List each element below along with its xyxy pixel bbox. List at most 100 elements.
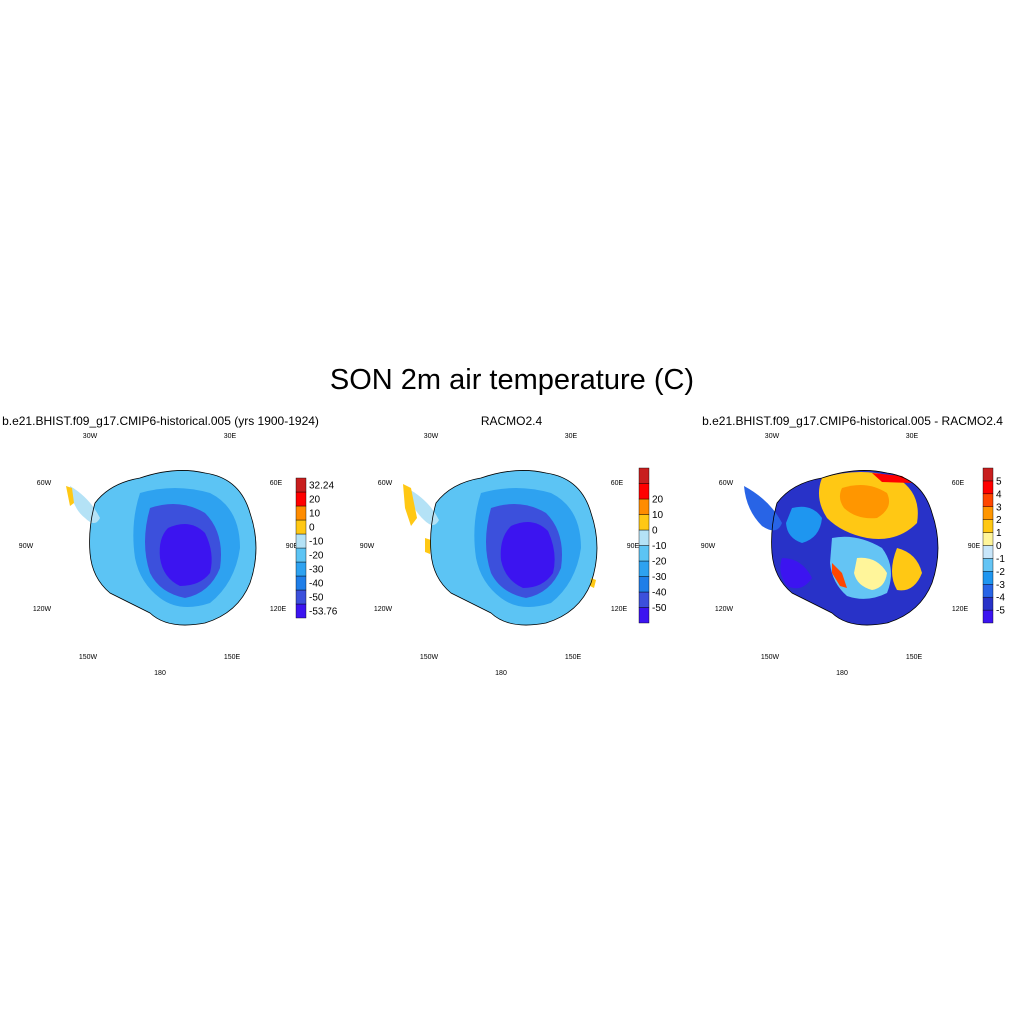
colorbar-label: -3 [996, 580, 1005, 591]
colorbar-label: 3 [996, 502, 1002, 513]
lon-label: 90W [360, 543, 375, 550]
colorbar-label: 0 [652, 526, 658, 537]
panel-reference: RACMO2.4 30W 30E 60W 60E 90W 90E 120W 12… [341, 408, 682, 698]
colorbar-label: 32.24 [309, 481, 334, 492]
lon-label: 60W [378, 480, 393, 487]
colorbar-swatch [982, 480, 994, 495]
colorbar-label: -40 [309, 579, 324, 590]
colorbar: -5 -4 -3 -2 -1 0 1 2 3 4 5 [982, 467, 1005, 624]
lon-label: 30E [906, 433, 919, 440]
colorbar-swatch [982, 545, 994, 559]
colorbar-swatch [982, 558, 994, 572]
colorbar-swatch [638, 560, 650, 577]
colorbar-label: -5 [996, 606, 1005, 617]
lon-label: 30W [83, 433, 98, 440]
colorbar-label: 4 [996, 489, 1002, 500]
colorbar-swatch [982, 493, 994, 507]
colorbar-swatch [982, 609, 994, 624]
colorbar-swatch [295, 547, 307, 563]
colorbar-label: -30 [309, 565, 324, 576]
colorbar-swatch [638, 467, 650, 484]
colorbar-label: -2 [996, 567, 1005, 578]
continent-fill [744, 470, 938, 626]
lon-label: 60W [719, 480, 734, 487]
colorbar-swatch [638, 591, 650, 608]
colorbar-swatch [295, 505, 307, 521]
lon-label: 120W [33, 606, 52, 613]
colorbar-label: 10 [652, 510, 664, 521]
colorbar-swatch [982, 532, 994, 546]
coastline [89, 470, 257, 626]
lon-label: 150W [761, 654, 780, 661]
lon-label: 60W [37, 480, 52, 487]
colorbar-swatch [982, 596, 994, 611]
panel-title: b.e21.BHIST.f09_g17.CMIP6-historical.005… [2, 414, 319, 428]
lon-label: 120E [270, 606, 287, 613]
colorbar-swatch [982, 467, 994, 482]
lon-label: 30W [424, 433, 439, 440]
colorbar: -53.76 -50 -40 -30 -20 -10 0 10 20 32.24 [295, 477, 338, 619]
colorbar-swatch [295, 477, 307, 493]
lon-label: 90E [627, 543, 640, 550]
colorbar-label: 2 [996, 515, 1002, 526]
colorbar-swatch [295, 561, 307, 577]
continent-fill [403, 470, 597, 626]
colorbar-swatch [295, 575, 307, 591]
colorbar: -50 -40 -30 -20 -10 0 10 20 [638, 467, 667, 624]
colorbar-swatch [638, 498, 650, 515]
colorbar-swatch [638, 514, 650, 531]
coastline [771, 470, 939, 626]
lon-label: 90W [701, 543, 716, 550]
lon-label: 90E [286, 543, 299, 550]
colorbar-label: -1 [996, 554, 1005, 565]
panel-difference: b.e21.BHIST.f09_g17.CMIP6-historical.005… [682, 408, 1023, 698]
panel-title: b.e21.BHIST.f09_g17.CMIP6-historical.005… [702, 414, 1003, 428]
lon-label: 30E [565, 433, 578, 440]
colorbar-swatch [982, 571, 994, 585]
lon-label: 90E [968, 543, 981, 550]
map-model: 30W 30E 60W 60E 90W 90E 120W 120E 150W 1… [19, 433, 338, 677]
lon-label: 180 [836, 670, 848, 677]
lon-label: 30E [224, 433, 237, 440]
colorbar-label: -53.76 [309, 607, 338, 618]
colorbar-label: 10 [309, 509, 321, 520]
continent-fill [66, 470, 256, 626]
colorbar-label: 20 [309, 495, 321, 506]
lon-label: 150W [79, 654, 98, 661]
colorbar-swatch [982, 584, 994, 598]
lon-label: 120E [611, 606, 628, 613]
colorbar-label: -40 [652, 588, 667, 599]
lon-label: 180 [495, 670, 507, 677]
colorbar-swatch [295, 491, 307, 507]
colorbar-swatch [295, 603, 307, 619]
colorbar-label: -50 [309, 593, 324, 604]
colorbar-swatch [982, 506, 994, 520]
panel-model: b.e21.BHIST.f09_g17.CMIP6-historical.005… [0, 408, 341, 698]
map-difference: 30W 30E 60W 60E 90W 90E 120W 120E 150W 1… [701, 433, 1006, 677]
coastline [430, 470, 598, 626]
lon-label: 150E [565, 654, 582, 661]
figure-title: SON 2m air temperature (C) [329, 364, 695, 396]
lon-label: 30W [765, 433, 780, 440]
colorbar-label: -30 [652, 572, 667, 583]
colorbar-label: -20 [652, 557, 667, 568]
colorbar-label: -50 [652, 603, 667, 614]
colorbar-label: 5 [996, 476, 1002, 487]
colorbar-swatch [638, 576, 650, 593]
lon-label: 60E [611, 480, 624, 487]
colorbar-label: -10 [309, 537, 324, 548]
lon-label: 60E [270, 480, 283, 487]
colorbar-label: 1 [996, 528, 1002, 539]
colorbar-label: -20 [309, 551, 324, 562]
panel-title: RACMO2.4 [480, 414, 543, 428]
lon-label: 150W [420, 654, 439, 661]
lon-label: 120W [374, 606, 393, 613]
colorbar-label: -10 [652, 541, 667, 552]
colorbar-swatch [295, 589, 307, 605]
colorbar-swatch [295, 519, 307, 535]
lon-label: 180 [154, 670, 166, 677]
lon-label: 90W [19, 543, 34, 550]
colorbar-swatch [638, 529, 650, 546]
colorbar-label: 0 [996, 541, 1002, 552]
lon-label: 60E [952, 480, 965, 487]
